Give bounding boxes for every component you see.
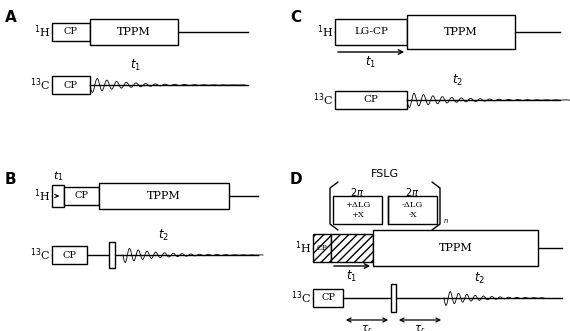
Text: CP: CP [64, 27, 78, 36]
Text: $^{1}$H: $^{1}$H [34, 188, 50, 204]
Text: CP: CP [321, 294, 335, 303]
Text: CP: CP [64, 80, 78, 89]
Text: $2\pi$: $2\pi$ [405, 186, 420, 198]
Text: $t_1$: $t_1$ [130, 58, 141, 73]
Text: $\tau_r$: $\tau_r$ [361, 323, 373, 331]
Bar [52, 185, 64, 207]
Text: A: A [5, 10, 17, 25]
Bar [52, 23, 90, 41]
Text: C: C [290, 10, 301, 25]
Bar [90, 19, 178, 45]
Text: $2\pi$: $2\pi$ [351, 186, 365, 198]
Bar [331, 234, 373, 262]
Bar [52, 76, 90, 94]
Text: $^{13}$C: $^{13}$C [30, 247, 50, 263]
Bar [335, 19, 407, 45]
Text: CP: CP [63, 251, 76, 260]
Text: B: B [5, 172, 17, 187]
Text: TPPM: TPPM [117, 27, 151, 37]
Text: LG-CP: LG-CP [354, 27, 388, 36]
Text: CP: CP [316, 244, 327, 252]
Text: $^{13}$C: $^{13}$C [291, 290, 311, 306]
Text: $^{13}$C: $^{13}$C [30, 77, 50, 93]
Bar [333, 196, 382, 224]
Text: CP: CP [364, 96, 378, 105]
Text: $t_2$: $t_2$ [452, 73, 463, 88]
Text: $^{1}$H: $^{1}$H [295, 240, 311, 256]
Text: FSLG: FSLG [371, 169, 399, 179]
Text: -ΔLG: -ΔLG [402, 201, 423, 209]
Bar [373, 230, 538, 266]
Text: TPPM: TPPM [444, 27, 478, 37]
Text: +X: +X [351, 211, 364, 219]
Text: $^{1}$H: $^{1}$H [316, 24, 333, 40]
Bar [391, 284, 396, 312]
Bar [109, 242, 115, 268]
Bar [335, 91, 407, 109]
Text: +ΔLG: +ΔLG [345, 201, 370, 209]
Bar [313, 234, 331, 262]
Text: $^{1}$H: $^{1}$H [34, 24, 50, 40]
Text: $t_1$: $t_1$ [52, 169, 63, 183]
Text: D: D [290, 172, 303, 187]
Text: -X: -X [408, 211, 417, 219]
Text: $t_2$: $t_2$ [158, 228, 169, 243]
Text: $^{13}$C: $^{13}$C [313, 92, 333, 108]
Bar [99, 183, 229, 209]
Text: TPPM: TPPM [439, 243, 473, 253]
Text: $\tau_r$: $\tau_r$ [414, 323, 426, 331]
Text: $_n$: $_n$ [443, 217, 449, 226]
Bar [388, 196, 437, 224]
Text: TPPM: TPPM [147, 191, 181, 201]
Bar [313, 289, 343, 307]
Bar [64, 187, 99, 205]
Text: $t_1$: $t_1$ [365, 55, 377, 70]
Bar [52, 246, 87, 264]
Text: $t_1$: $t_1$ [347, 269, 357, 284]
Bar [407, 15, 515, 49]
Text: CP: CP [75, 192, 88, 201]
Text: $t_2$: $t_2$ [474, 271, 485, 286]
